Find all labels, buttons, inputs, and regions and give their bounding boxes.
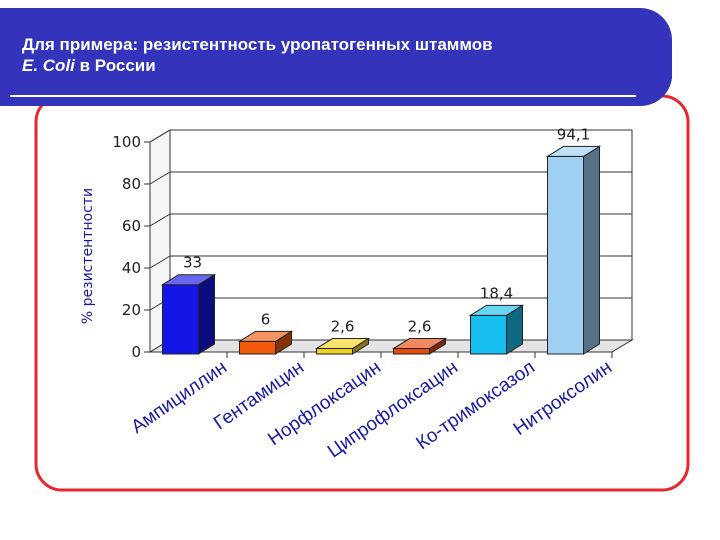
gridline-diag (149, 171, 171, 185)
data-label: 33 (183, 254, 202, 272)
bar-front (393, 348, 430, 355)
y-axis-title: % резистентности (80, 188, 96, 324)
bar-front (239, 340, 276, 355)
bar-top (160, 274, 217, 286)
bar-top (468, 304, 525, 316)
data-label: 6 (261, 310, 271, 328)
y-tick-label: 100 (112, 133, 141, 151)
gridline-diag (149, 255, 171, 269)
bar-side (198, 273, 215, 355)
data-label: 18,4 (480, 284, 513, 302)
data-label: 2,6 (331, 318, 355, 336)
bar-top (237, 330, 294, 342)
y-tick-label: 20 (122, 301, 141, 319)
title-line-1: Для примера: резистентность уропатогенны… (22, 35, 493, 54)
y-tick-label: 0 (131, 343, 141, 361)
y-tick-label: 40 (122, 259, 141, 277)
bar-front (470, 314, 507, 355)
bar-front (547, 155, 584, 355)
slide-title: Для примера: резистентность уропатогенны… (22, 34, 622, 76)
bar-front (316, 348, 353, 355)
title-line-2: E. Coli в России (22, 55, 622, 76)
bar-top (391, 338, 448, 350)
bar-top (545, 145, 602, 157)
bar-side (583, 145, 600, 355)
data-label: 94,1 (557, 125, 590, 143)
category-label: Ципрофлоксацин (324, 357, 462, 462)
bar-top (314, 338, 371, 350)
title-organism: E. Coli (22, 56, 75, 75)
bar-front (162, 284, 199, 355)
gridline-diag (149, 213, 171, 227)
gridline-diag (149, 129, 171, 143)
title-country: в России (74, 56, 156, 75)
y-tick-label: 60 (122, 217, 141, 235)
title-banner (0, 8, 672, 107)
data-label: 2,6 (408, 318, 432, 336)
y-tick-label: 80 (122, 175, 141, 193)
